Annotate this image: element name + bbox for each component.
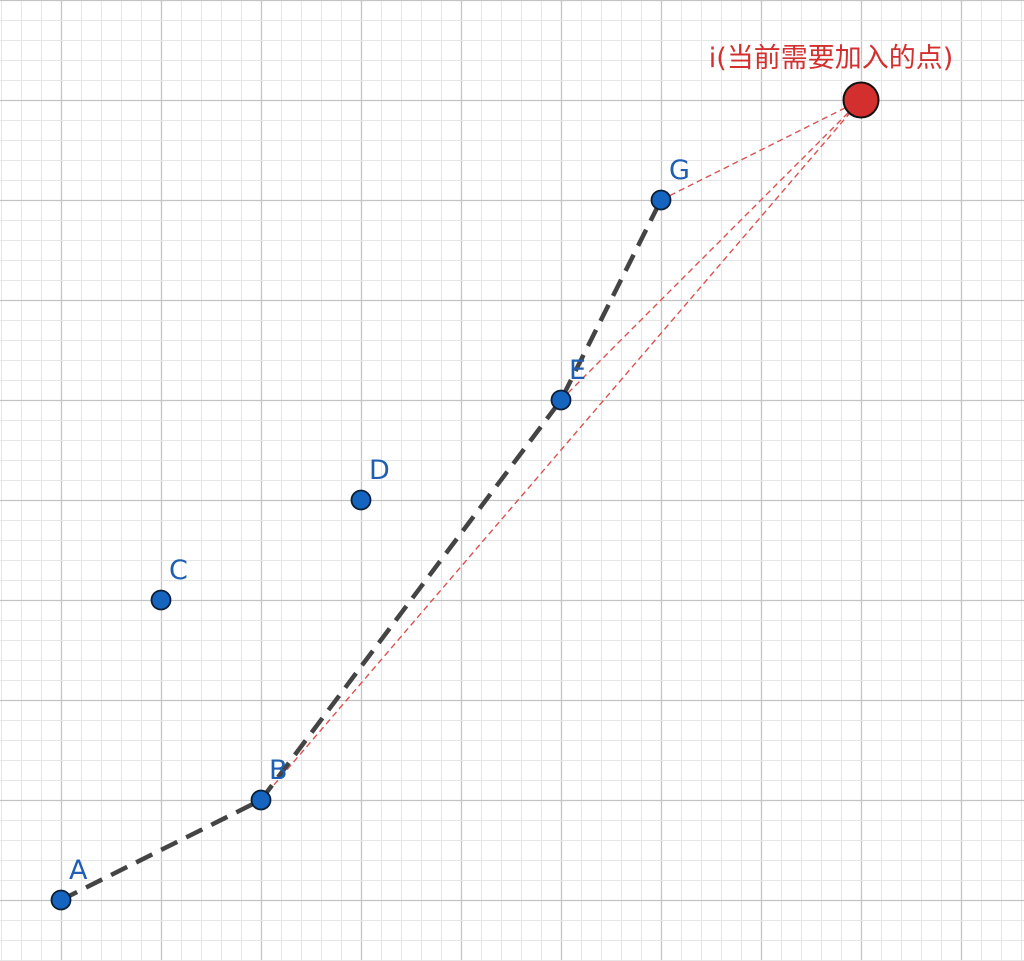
point-labels: A B C D E Gi(当前需要加入的点) xyxy=(69,43,953,886)
candidate-links xyxy=(260,99,862,801)
label-g: G xyxy=(669,155,690,186)
point-e xyxy=(550,389,572,411)
label-new-point: i(当前需要加入的点) xyxy=(709,43,954,74)
candidate-link-b-i xyxy=(260,99,862,801)
label-d: D xyxy=(369,455,390,486)
new-point-i xyxy=(842,81,880,119)
point-g xyxy=(650,189,672,211)
label-c: C xyxy=(169,555,188,586)
label-b: B xyxy=(269,755,288,786)
point-c xyxy=(150,589,172,611)
point-b xyxy=(250,789,272,811)
point-d xyxy=(350,489,372,511)
label-a: A xyxy=(69,855,88,886)
points xyxy=(50,81,880,911)
candidate-link-e-i xyxy=(560,99,862,401)
candidate-link-g-i xyxy=(660,99,862,201)
point-a xyxy=(50,889,72,911)
label-e: E xyxy=(569,355,586,386)
